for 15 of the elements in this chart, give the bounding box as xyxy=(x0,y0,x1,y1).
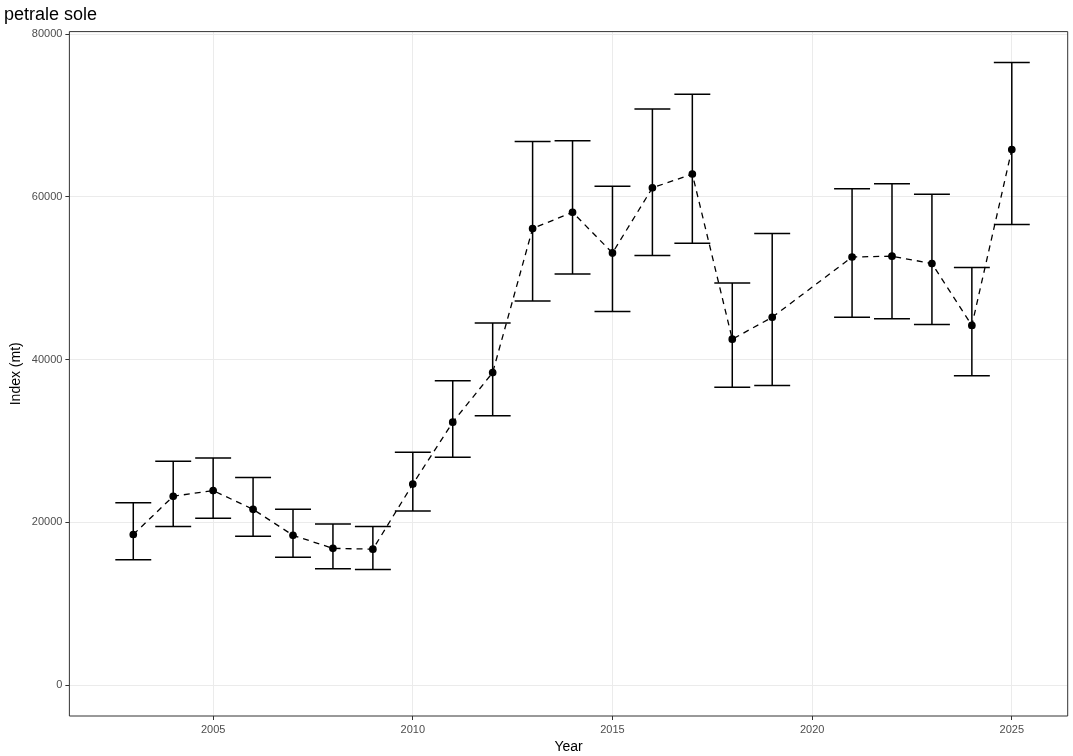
x-axis-title: Year xyxy=(554,738,584,755)
y-tick-label: 40000 xyxy=(31,352,63,365)
x-tick-label: 2025 xyxy=(999,722,1025,735)
point xyxy=(648,184,657,192)
y-tick-label: 60000 xyxy=(31,189,63,202)
chart-title: petrale sole xyxy=(4,3,98,24)
x-tick-label: 2015 xyxy=(600,722,625,735)
x-tick-label: 2010 xyxy=(400,722,426,735)
x-tick-label: 2005 xyxy=(200,722,226,735)
y-axis-title: Index (mt) xyxy=(7,342,24,406)
x-tick-label: 2020 xyxy=(799,722,825,735)
y-tick-label: 0 xyxy=(56,678,63,691)
y-tick-label: 80000 xyxy=(31,27,63,40)
point xyxy=(608,249,617,257)
y-tick-label: 20000 xyxy=(31,515,63,528)
